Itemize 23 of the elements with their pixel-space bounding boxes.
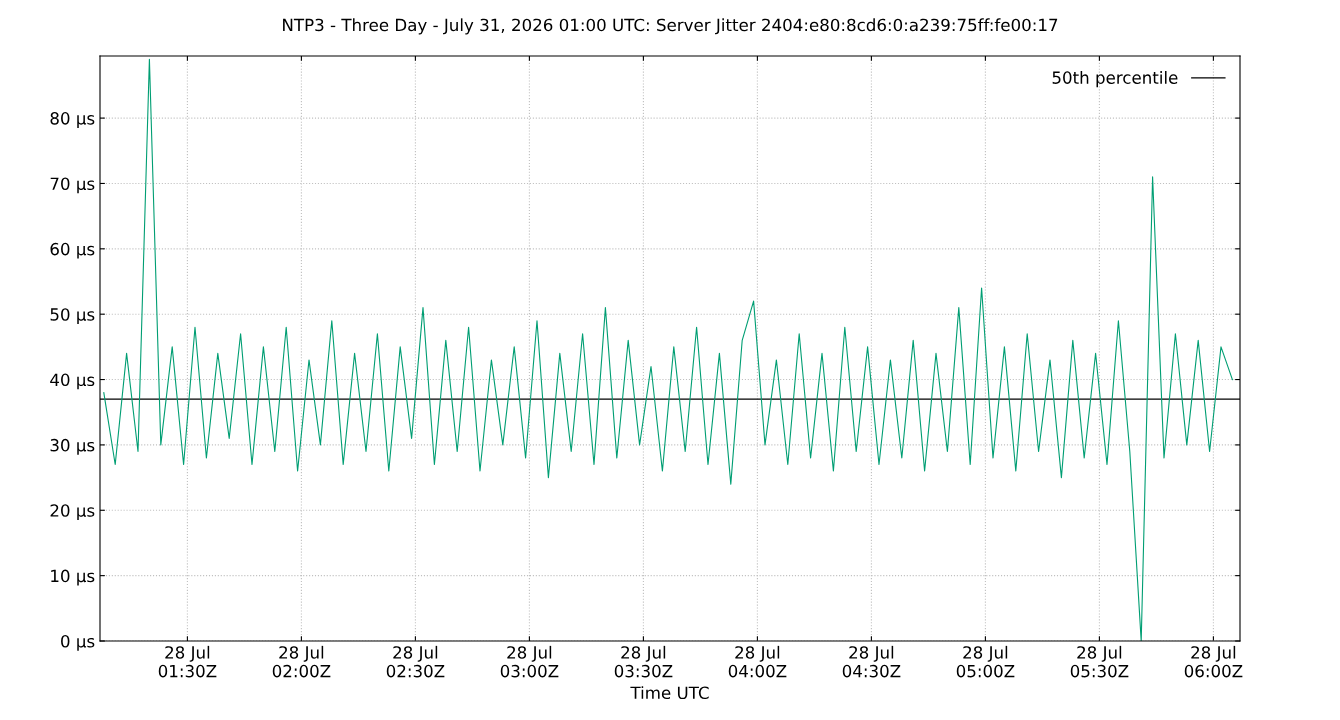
x-axis-title: Time UTC: [630, 686, 709, 700]
x-tick-label: 28 Jul 03:30Z: [614, 645, 673, 678]
y-tick-label: 30 µs: [50, 438, 95, 455]
x-tick-label: 28 Jul 04:00Z: [728, 645, 787, 678]
x-tick-label: 28 Jul 01:30Z: [158, 645, 217, 678]
x-tick-label: 28 Jul 02:00Z: [272, 645, 331, 678]
y-tick-label: 10 µs: [51, 569, 95, 586]
y-tick-label: 0 µs: [61, 634, 95, 651]
line-series: [103, 58, 1233, 641]
x-tick-label: 28 Jul 02:30Z: [386, 645, 445, 678]
x-tick-label: 28 Jul 06:00Z: [1184, 645, 1243, 678]
x-tick-label: 28 Jul 05:30Z: [1070, 645, 1129, 678]
x-tick-label: 28 Jul 03:00Z: [500, 645, 559, 678]
y-tick-label: 40 µs: [50, 373, 95, 390]
legend-label: 50th percentile: [1052, 71, 1178, 88]
x-tick-label: 28 Jul 05:00Z: [956, 645, 1015, 678]
y-tick-label: 60 µs: [50, 242, 95, 259]
y-tick-label: 50 µs: [50, 308, 95, 324]
y-tick-label: 70 µs: [50, 177, 95, 194]
y-tick-label: 80 µs: [50, 112, 95, 128]
y-tick-label: 20 µs: [50, 504, 95, 521]
chart-title: NTP3 - Three Day - July 31, 2026 01:00 UTC: Server Jitter 2404:e80:8cd6:0:a239:75ff:fe00:17: [283, 18, 1058, 35]
x-tick-label: 28 Jul 04:30Z: [842, 645, 901, 678]
